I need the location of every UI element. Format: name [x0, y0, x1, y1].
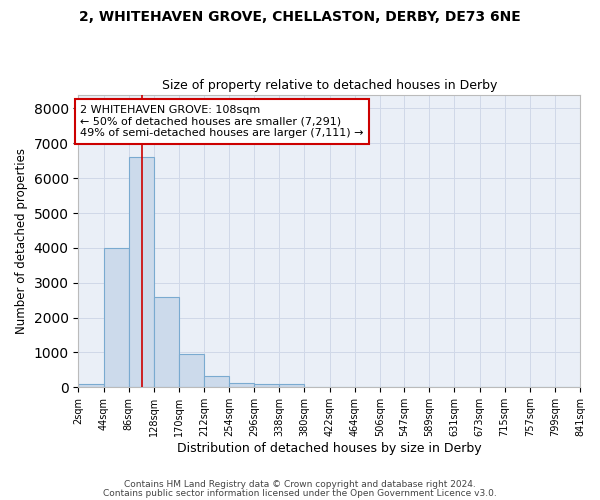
Bar: [229, 382, 254, 387]
Bar: [154, 296, 179, 387]
Bar: [104, 248, 128, 387]
Bar: [254, 384, 279, 387]
X-axis label: Distribution of detached houses by size in Derby: Distribution of detached houses by size …: [177, 442, 482, 455]
Bar: [128, 158, 154, 387]
Bar: [204, 376, 229, 387]
Text: 2, WHITEHAVEN GROVE, CHELLASTON, DERBY, DE73 6NE: 2, WHITEHAVEN GROVE, CHELLASTON, DERBY, …: [79, 10, 521, 24]
Text: 2 WHITEHAVEN GROVE: 108sqm
← 50% of detached houses are smaller (7,291)
49% of s: 2 WHITEHAVEN GROVE: 108sqm ← 50% of deta…: [80, 105, 364, 138]
Bar: [79, 384, 104, 387]
Text: Contains public sector information licensed under the Open Government Licence v3: Contains public sector information licen…: [103, 488, 497, 498]
Title: Size of property relative to detached houses in Derby: Size of property relative to detached ho…: [161, 79, 497, 92]
Text: Contains HM Land Registry data © Crown copyright and database right 2024.: Contains HM Land Registry data © Crown c…: [124, 480, 476, 489]
Bar: [179, 354, 204, 387]
Y-axis label: Number of detached properties: Number of detached properties: [15, 148, 28, 334]
Bar: [279, 384, 304, 387]
